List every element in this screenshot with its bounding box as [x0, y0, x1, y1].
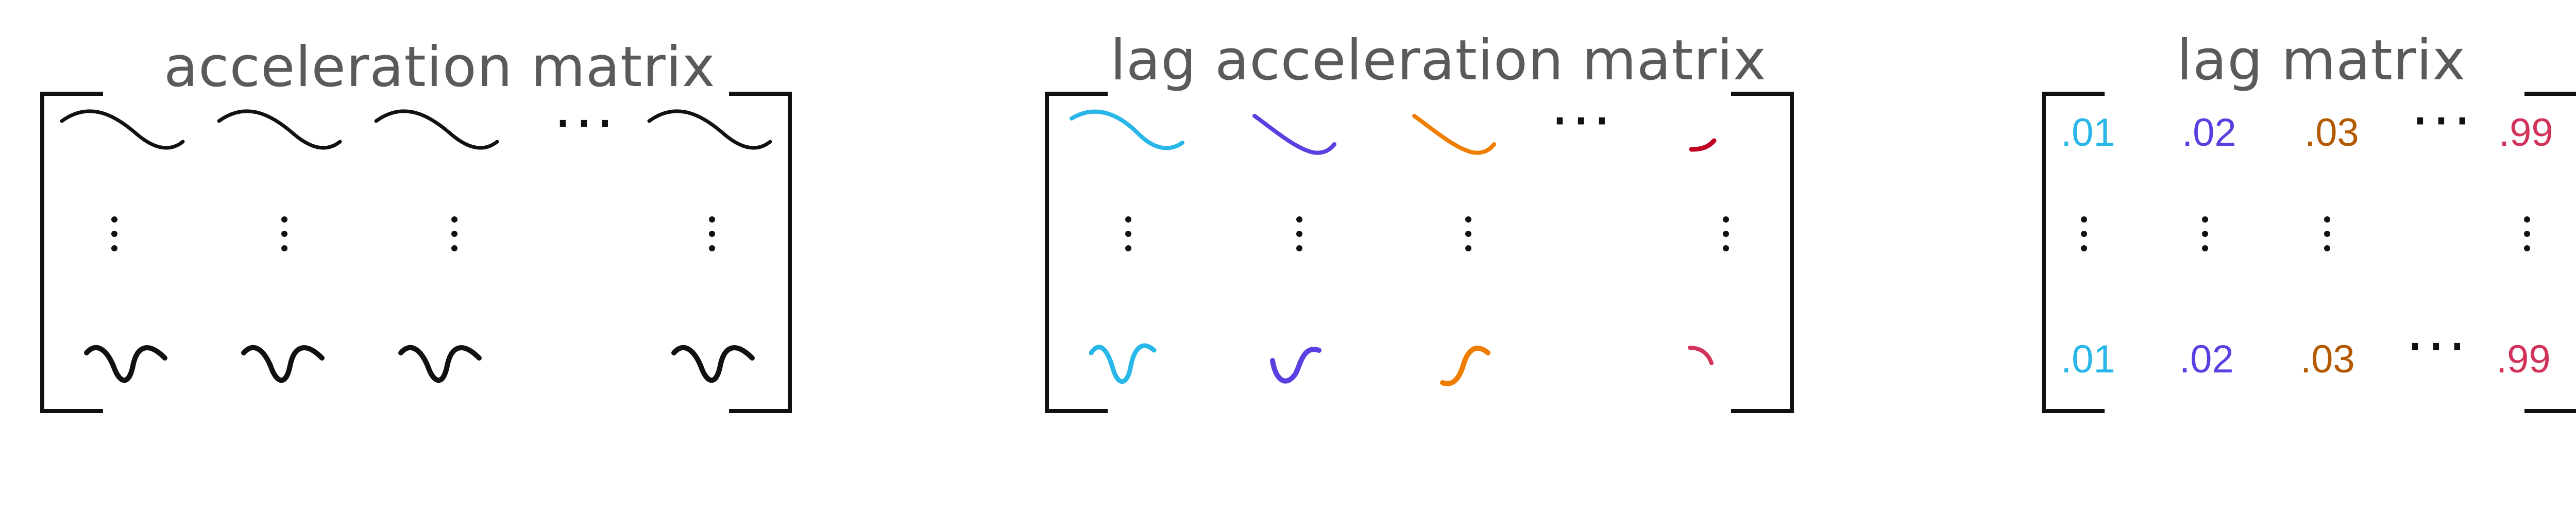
- lag-acceleration-vdots-1: [1123, 216, 1133, 260]
- lag-bottom-ellipsis: ···: [2406, 314, 2469, 380]
- acceleration-wave-bottom-1: [84, 345, 167, 383]
- lag-value-top-3: .03: [2304, 111, 2359, 155]
- acceleration-wave-bottom-last: [671, 345, 755, 383]
- lag-value-top-2: .02: [2182, 111, 2236, 155]
- acceleration-vdots-1: [109, 216, 120, 260]
- acceleration-top-ellipsis: ···: [554, 91, 617, 157]
- lag-top-ellipsis: ···: [2411, 88, 2475, 154]
- lag-acceleration-matrix-title: lag acceleration matrix: [1110, 28, 1767, 93]
- left-bracket: [2042, 92, 2105, 413]
- lag-vdots-2: [2200, 216, 2210, 260]
- acceleration-vdots-last: [707, 216, 717, 260]
- lag-value-bottom-1: .01: [2061, 337, 2115, 381]
- lag-wave-top-2: [1252, 114, 1336, 155]
- lag-value-top-1: .01: [2061, 111, 2115, 155]
- acceleration-wave-top-3: [374, 109, 499, 150]
- lag-wave-bottom-2: [1270, 347, 1321, 384]
- lag-acceleration-vdots-last: [1721, 216, 1731, 260]
- acceleration-wave-top-1: [60, 109, 185, 150]
- lag-wave-top-1: [1070, 109, 1184, 150]
- acceleration-wave-top-2: [217, 109, 342, 150]
- lag-wave-bottom-last: [1688, 346, 1714, 365]
- lag-wave-top-last: [1689, 138, 1717, 152]
- acceleration-matrix-title: acceleration matrix: [164, 35, 716, 99]
- lag-acceleration-vdots-3: [1463, 216, 1473, 260]
- lag-vdots-3: [2322, 216, 2332, 260]
- lag-matrix-panel: lag matrix .01 .02 .03 ··· .99 .01 .02 .…: [2009, 0, 2576, 528]
- lag-vdots-1: [2079, 216, 2089, 260]
- left-bracket: [40, 92, 103, 413]
- acceleration-vdots-3: [449, 216, 460, 260]
- right-bracket: [2524, 92, 2576, 413]
- lag-acceleration-matrix-panel: lag acceleration matrix ···: [1005, 0, 1829, 528]
- lag-vdots-last: [2522, 216, 2532, 260]
- acceleration-wave-bottom-2: [241, 345, 325, 383]
- lag-value-bottom-2: .02: [2179, 337, 2234, 381]
- lag-acceleration-vdots-2: [1294, 216, 1304, 260]
- lag-value-bottom-last: .99: [2496, 337, 2551, 381]
- lag-wave-bottom-1: [1089, 343, 1157, 384]
- acceleration-wave-top-last: [647, 109, 772, 150]
- acceleration-matrix-panel: acceleration matrix ···: [0, 0, 824, 528]
- lag-value-top-last: .99: [2499, 111, 2553, 155]
- acceleration-wave-bottom-3: [398, 345, 482, 383]
- right-bracket: [1731, 92, 1794, 413]
- lag-wave-top-3: [1412, 114, 1496, 155]
- lag-matrix-title: lag matrix: [2177, 28, 2466, 93]
- left-bracket: [1045, 92, 1108, 413]
- acceleration-vdots-2: [279, 216, 290, 260]
- lag-value-bottom-3: .03: [2300, 337, 2355, 381]
- lag-acceleration-top-ellipsis: ···: [1551, 88, 1614, 154]
- right-bracket: [729, 92, 792, 413]
- lag-wave-bottom-3: [1440, 345, 1490, 386]
